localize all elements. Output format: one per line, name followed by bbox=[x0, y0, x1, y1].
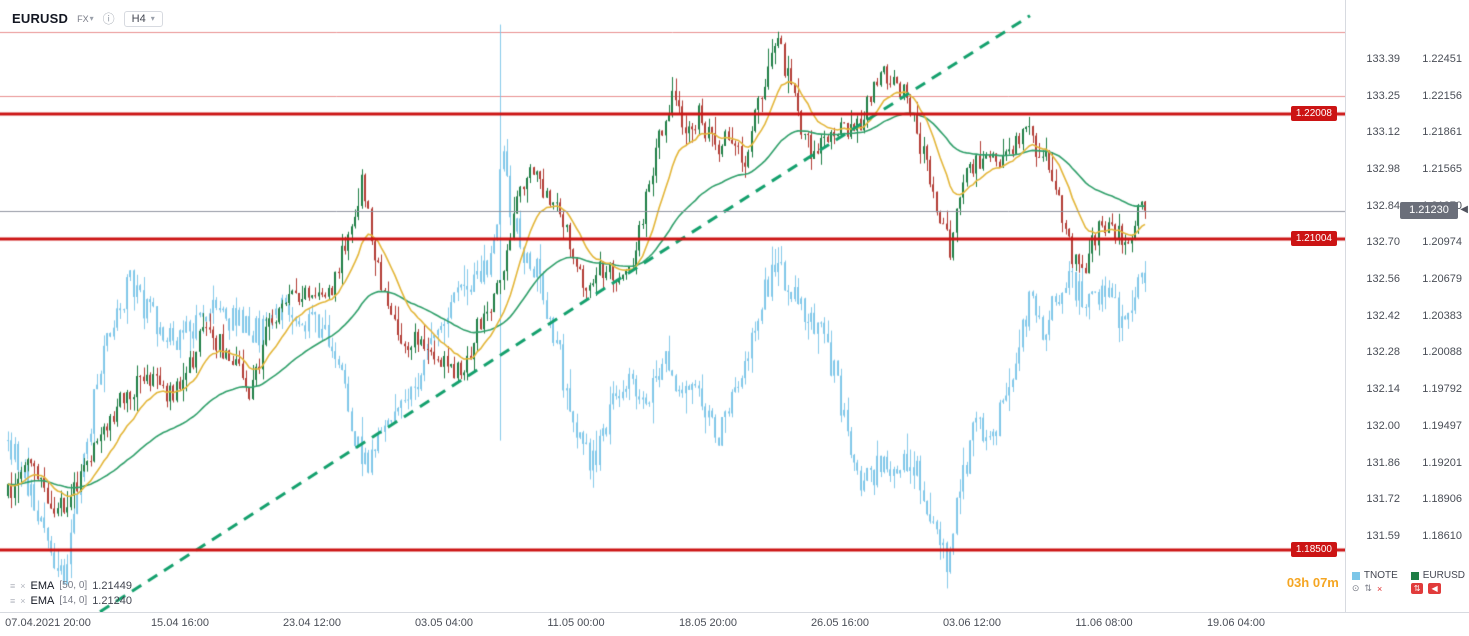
price-axis-tick: 132.14 1.19792 bbox=[1346, 382, 1469, 396]
indicator-legend-row[interactable]: ≡ × EMA [50, 0] 1.21449 bbox=[10, 578, 132, 593]
timeframe-label: H4 bbox=[131, 12, 146, 25]
tnote-tick-value: 132.00 bbox=[1366, 419, 1400, 432]
indicator-legend-row[interactable]: ≡ × EMA [14, 0] 1.21240 bbox=[10, 593, 132, 608]
tnote-tick-value: 131.72 bbox=[1366, 493, 1400, 506]
time-axis-label: 23.04 12:00 bbox=[282, 617, 342, 629]
current-price-value: 1.21230 bbox=[1409, 203, 1449, 216]
price-axis[interactable]: 133.39 1.22451 133.25 1.22156 133.12 1.21861 1… bbox=[1345, 0, 1469, 612]
tnote-color-swatch bbox=[1351, 571, 1360, 580]
time-axis-label: 15.04 16:00 bbox=[150, 617, 210, 629]
tnote-tick-value: 133.12 bbox=[1366, 126, 1400, 139]
price-axis-tick: 132.00 1.19497 bbox=[1346, 419, 1469, 433]
price-arrow-icon[interactable]: ◀ bbox=[1460, 203, 1468, 215]
indicator-params: [50, 0] bbox=[59, 580, 88, 591]
close-icon[interactable]: × bbox=[1376, 583, 1383, 594]
eye-icon[interactable]: ⊙ bbox=[1351, 583, 1360, 593]
tnote-tick-value: 133.25 bbox=[1366, 89, 1400, 102]
bar-countdown: 03h 07m bbox=[1286, 574, 1339, 590]
price-level-label[interactable]: 1.22008 bbox=[1290, 106, 1337, 121]
price-scale-badge[interactable]: ⇅ bbox=[1410, 583, 1424, 594]
eurusd-tick-value: 1.19201 bbox=[1422, 456, 1462, 469]
eurusd-tick-value: 1.22156 bbox=[1422, 89, 1462, 102]
eurusd-tick-value: 1.20679 bbox=[1422, 273, 1462, 286]
eurusd-tick-value: 1.18906 bbox=[1422, 493, 1462, 506]
price-axis-tick: 132.98 1.21565 bbox=[1346, 162, 1469, 176]
series-legend-tnote: TNOTE ⊙ ⇅ × bbox=[1351, 570, 1398, 594]
exchange-label: FX bbox=[77, 13, 89, 24]
price-axis-tick: 131.86 1.19201 bbox=[1346, 456, 1469, 470]
time-axis-label: 26.05 16:00 bbox=[810, 617, 870, 629]
tnote-tick-value: 131.86 bbox=[1366, 456, 1400, 469]
price-axis-tick: 132.70 1.20974 bbox=[1346, 235, 1469, 249]
price-scale-badge[interactable]: ◀ bbox=[1428, 583, 1441, 594]
eurusd-tick-value: 1.20088 bbox=[1422, 346, 1462, 359]
price-axis-tick: 131.59 1.18610 bbox=[1346, 529, 1469, 543]
tnote-tick-value: 132.98 bbox=[1366, 163, 1400, 176]
series-legend-eurusd: EURUSD ⇅ ◀ bbox=[1410, 570, 1465, 594]
eurusd-tick-value: 1.20383 bbox=[1422, 309, 1462, 322]
chevron-down-icon: ▾ bbox=[150, 14, 155, 23]
eurusd-tick-value: 1.22451 bbox=[1422, 53, 1462, 65]
indicator-legend: ≡ × EMA [50, 0] 1.21449 ≡ × EMA [14, 0] … bbox=[10, 578, 132, 608]
time-axis-label: 03.05 04:00 bbox=[414, 617, 474, 629]
eurusd-tick-value: 1.19497 bbox=[1422, 419, 1462, 432]
indicator-name: EMA bbox=[30, 594, 55, 607]
close-icon[interactable]: × bbox=[20, 580, 26, 591]
indicator-value: 1.21449 bbox=[92, 579, 132, 592]
time-axis[interactable]: 07.04.2021 20:00 15.04 16:00 23.04 12:00 03… bbox=[0, 612, 1469, 636]
tnote-tick-value: 131.59 bbox=[1366, 529, 1400, 542]
swap-vertical-icon[interactable]: ⇅ bbox=[1364, 583, 1372, 593]
eurusd-tick-value: 1.20974 bbox=[1422, 236, 1462, 249]
tnote-tick-value: 132.28 bbox=[1366, 346, 1400, 359]
eurusd-tick-value: 1.18610 bbox=[1422, 529, 1462, 542]
series-name: EURUSD bbox=[1422, 570, 1465, 581]
drag-handle-icon: ≡ bbox=[10, 580, 16, 591]
bottom-right-legend: 03h 07m TNOTE ⊙ ⇅ × EURUSD ⇅ ◀ bbox=[1287, 570, 1465, 594]
tnote-tick-value: 132.56 bbox=[1366, 273, 1400, 286]
time-axis-label: 19.06 04:00 bbox=[1206, 617, 1266, 629]
indicator-value: 1.21240 bbox=[92, 594, 132, 607]
tnote-tick-value: 132.84 bbox=[1366, 199, 1400, 212]
price-axis-tick: 133.12 1.21861 bbox=[1346, 125, 1469, 139]
price-axis-tick: 133.25 1.22156 bbox=[1346, 89, 1469, 103]
info-icon[interactable]: ⓘ bbox=[102, 12, 115, 26]
current-price-tag: 1.21230 bbox=[1400, 201, 1458, 219]
eurusd-tick-value: 1.21565 bbox=[1422, 163, 1462, 176]
eurusd-tick-value: 1.19792 bbox=[1422, 383, 1462, 396]
price-chart-canvas[interactable] bbox=[0, 0, 1345, 612]
tnote-tick-value: 132.42 bbox=[1366, 309, 1400, 322]
price-level-label[interactable]: 1.21004 bbox=[1290, 230, 1337, 246]
symbol-toolbar: EURUSD FX ▾ ⓘ H4 ▾ bbox=[12, 10, 163, 27]
price-level-label[interactable]: 1.18500 bbox=[1290, 541, 1337, 557]
indicator-name: EMA bbox=[30, 579, 55, 592]
timeframe-button[interactable]: H4 ▾ bbox=[123, 10, 163, 27]
drag-handle-icon: ≡ bbox=[10, 595, 16, 606]
price-axis-tick: 132.28 1.20088 bbox=[1346, 345, 1469, 359]
eurusd-tick-value: 1.21861 bbox=[1422, 126, 1462, 139]
exchange-selector[interactable]: FX ▾ bbox=[77, 14, 94, 24]
time-axis-label: 11.05 00:00 bbox=[547, 617, 605, 629]
time-axis-label: 03.06 12:00 bbox=[942, 617, 1002, 629]
chevron-down-icon: ▾ bbox=[89, 14, 94, 23]
time-axis-label: 11.06 08:00 bbox=[1075, 617, 1133, 629]
time-axis-label: 18.05 20:00 bbox=[678, 617, 738, 629]
tnote-tick-value: 132.14 bbox=[1366, 383, 1400, 396]
tnote-tick-value: 132.70 bbox=[1366, 236, 1400, 249]
price-axis-tick: 133.39 1.22451 bbox=[1346, 52, 1469, 66]
indicator-params: [14, 0] bbox=[59, 595, 88, 606]
close-icon[interactable]: × bbox=[20, 595, 26, 606]
tnote-tick-value: 133.39 bbox=[1366, 53, 1400, 65]
price-axis-tick: 131.72 1.18906 bbox=[1346, 492, 1469, 506]
price-axis-tick: 132.42 1.20383 bbox=[1346, 309, 1469, 323]
price-axis-tick: 132.56 1.20679 bbox=[1346, 272, 1469, 286]
series-name: TNOTE bbox=[1363, 570, 1398, 581]
eurusd-color-swatch bbox=[1410, 571, 1419, 580]
time-axis-label: 07.04.2021 20:00 bbox=[5, 617, 91, 629]
symbol-name[interactable]: EURUSD bbox=[12, 11, 69, 26]
